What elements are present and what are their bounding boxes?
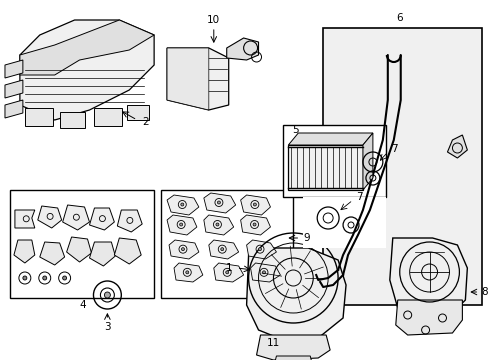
Polygon shape	[25, 108, 53, 126]
Polygon shape	[20, 20, 154, 75]
Circle shape	[217, 201, 220, 204]
Circle shape	[181, 248, 184, 251]
Polygon shape	[169, 240, 199, 259]
Polygon shape	[250, 263, 280, 282]
Text: 7: 7	[390, 144, 397, 154]
Polygon shape	[288, 145, 362, 190]
Polygon shape	[5, 60, 23, 78]
Circle shape	[62, 276, 66, 280]
Polygon shape	[5, 100, 23, 118]
Bar	[303, 197, 385, 248]
Polygon shape	[246, 240, 276, 259]
Circle shape	[220, 248, 224, 251]
Polygon shape	[226, 38, 258, 60]
Text: 3: 3	[104, 322, 110, 332]
Polygon shape	[117, 210, 142, 232]
Polygon shape	[5, 80, 23, 98]
Polygon shape	[127, 105, 149, 120]
Polygon shape	[395, 300, 462, 335]
Bar	[323, 28, 481, 305]
Polygon shape	[208, 240, 238, 259]
Circle shape	[181, 203, 183, 206]
Bar	[283, 125, 385, 197]
Polygon shape	[246, 248, 346, 340]
Polygon shape	[62, 205, 89, 230]
Circle shape	[216, 223, 219, 226]
Polygon shape	[167, 48, 228, 110]
Polygon shape	[167, 48, 208, 110]
Bar	[161, 190, 293, 298]
Circle shape	[42, 276, 47, 280]
Circle shape	[23, 276, 27, 280]
Circle shape	[258, 248, 261, 251]
Polygon shape	[240, 195, 270, 215]
Circle shape	[179, 223, 182, 226]
Polygon shape	[288, 133, 372, 145]
Circle shape	[253, 203, 256, 206]
Text: 8: 8	[480, 287, 487, 297]
Polygon shape	[40, 242, 64, 265]
Polygon shape	[94, 108, 122, 126]
Circle shape	[104, 292, 110, 298]
Polygon shape	[66, 237, 91, 262]
Polygon shape	[174, 263, 203, 282]
Polygon shape	[203, 215, 233, 235]
Text: 9: 9	[303, 233, 309, 243]
Polygon shape	[447, 135, 467, 158]
Circle shape	[225, 271, 228, 274]
Bar	[10, 190, 154, 298]
Polygon shape	[362, 133, 372, 190]
Text: 4: 4	[79, 300, 86, 310]
Circle shape	[185, 271, 188, 274]
Polygon shape	[114, 238, 141, 264]
Polygon shape	[20, 20, 154, 120]
Polygon shape	[203, 193, 235, 213]
Polygon shape	[60, 112, 84, 128]
Polygon shape	[240, 215, 270, 235]
Polygon shape	[89, 242, 115, 266]
Text: 5: 5	[291, 125, 298, 135]
Polygon shape	[256, 335, 329, 360]
Polygon shape	[38, 206, 61, 228]
Text: 7: 7	[355, 192, 362, 202]
Text: 2: 2	[142, 117, 148, 127]
Text: 10: 10	[207, 15, 220, 25]
Polygon shape	[167, 215, 197, 235]
Text: 6: 6	[396, 13, 402, 23]
Circle shape	[253, 223, 256, 226]
Polygon shape	[89, 208, 114, 230]
Text: 11: 11	[266, 338, 280, 348]
Polygon shape	[15, 210, 35, 228]
Polygon shape	[213, 263, 243, 282]
Polygon shape	[389, 238, 467, 320]
Polygon shape	[273, 356, 313, 360]
Circle shape	[262, 271, 265, 274]
Polygon shape	[14, 240, 35, 263]
Polygon shape	[167, 195, 199, 215]
Text: 1: 1	[225, 263, 232, 273]
